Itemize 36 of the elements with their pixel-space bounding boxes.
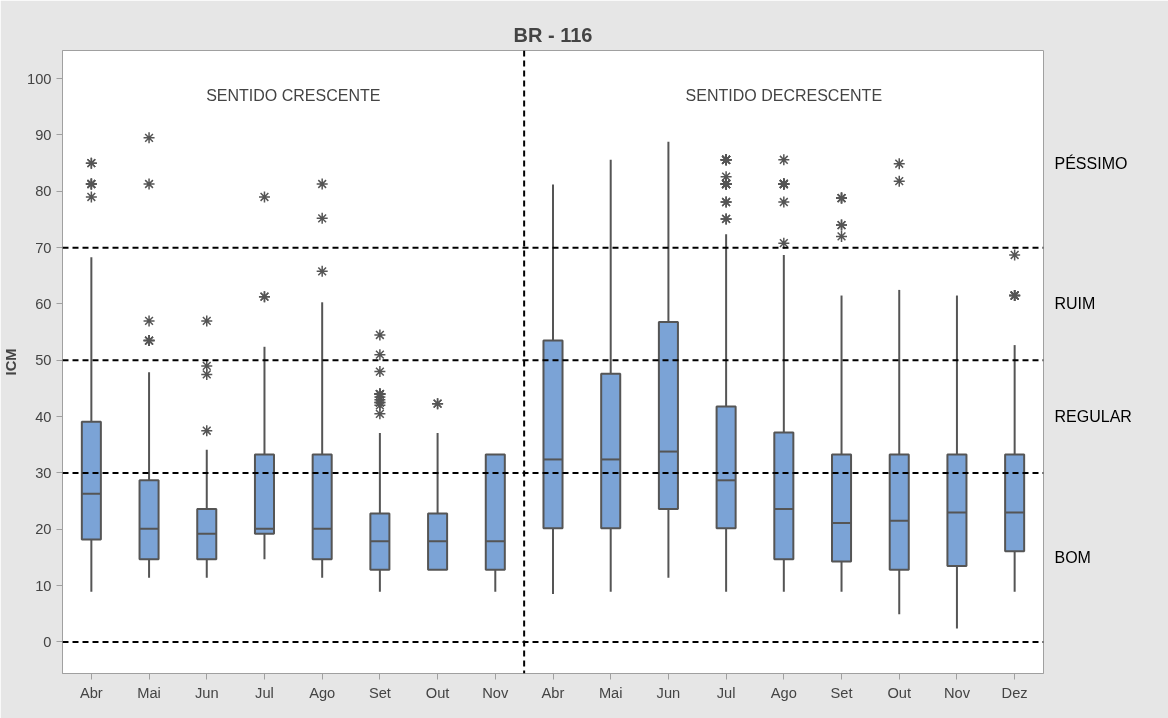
y-tick-label: 60 xyxy=(35,295,52,312)
text: RUIM xyxy=(1054,295,1096,313)
x-tick-label: Mai xyxy=(137,684,161,701)
y-tick-label: 30 xyxy=(35,464,52,481)
x-tick-label: Nov xyxy=(482,684,509,701)
x-tick-label: Dez xyxy=(1001,684,1028,701)
annotation: SENTIDO CRESCENTE xyxy=(206,87,381,104)
y-tick-label: 40 xyxy=(35,408,52,425)
y-axis-title: ICM xyxy=(3,348,20,376)
y-tick-label: 80 xyxy=(35,183,52,200)
x-tick-label: Ago xyxy=(770,684,797,701)
chart-title: BR - 116 xyxy=(513,23,593,46)
x-tick-label: Out xyxy=(887,684,912,701)
text: REGULAR xyxy=(1054,408,1132,426)
y-tick-label: 10 xyxy=(35,577,52,594)
text: BOM xyxy=(1054,548,1091,566)
x-tick-label: Out xyxy=(425,684,450,701)
y-tick-label: 20 xyxy=(35,521,52,538)
annotation: SENTIDO DECRESCENTE xyxy=(685,87,883,104)
x-tick-label: Abr xyxy=(79,684,103,701)
y-tick-label: 70 xyxy=(35,239,52,256)
x-tick-label: Jun xyxy=(194,684,219,701)
x-tick-label: Mai xyxy=(598,684,623,701)
x-tick-label: Nov xyxy=(943,684,971,701)
y-tick-label: 50 xyxy=(35,352,52,369)
x-tick-label: Abr xyxy=(541,684,565,701)
x-tick-label: Jun xyxy=(656,684,681,701)
y-tick-label: 0 xyxy=(43,633,52,650)
y-tick-label: 100 xyxy=(27,70,52,87)
x-tick-label: Set xyxy=(830,684,853,701)
x-tick-label: Set xyxy=(368,684,391,701)
y-tick-label: 90 xyxy=(35,126,52,143)
text: PÉSSIMO xyxy=(1054,153,1128,172)
x-tick-label: Ago xyxy=(309,684,336,701)
x-tick-label: Jul xyxy=(255,684,274,701)
x-tick-label: Jul xyxy=(716,684,736,701)
